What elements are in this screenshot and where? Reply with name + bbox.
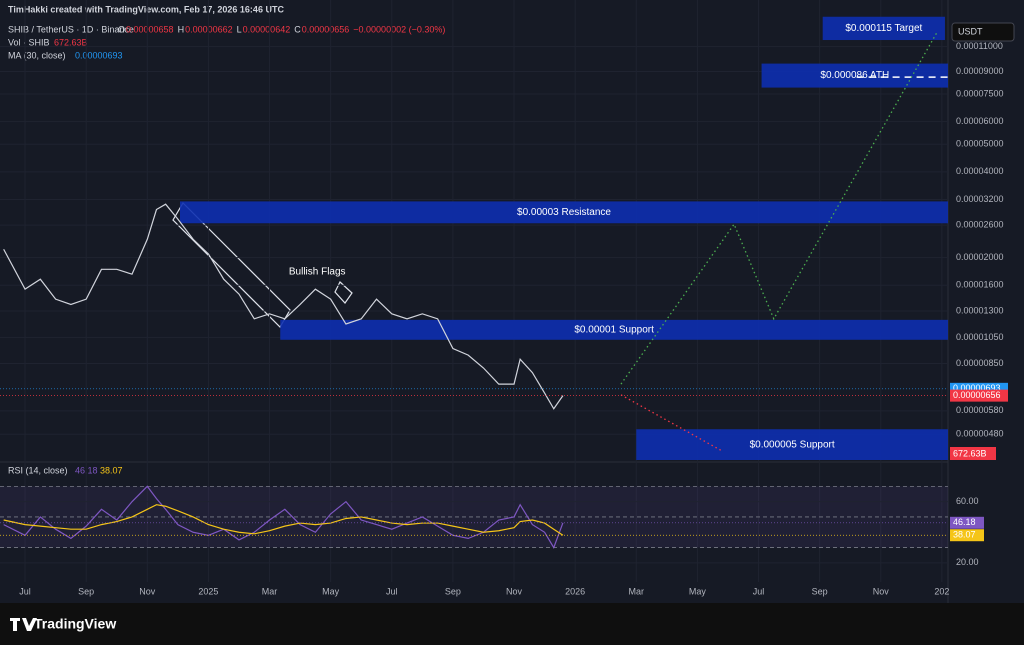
y-tick-label: 0.00000480 — [956, 429, 1004, 439]
volume-label: Vol · SHIB — [8, 37, 50, 47]
y-tick-label: 0.00011000 — [956, 41, 1003, 51]
footer-bar — [0, 603, 1024, 645]
x-tick-label: 2025 — [198, 586, 218, 596]
flag-channel — [334, 281, 353, 304]
zone — [636, 429, 948, 460]
price-badge-label: 46.18 — [953, 517, 976, 527]
price-badge — [950, 389, 1008, 402]
y-tick-label: 0.00000580 — [956, 405, 1004, 415]
x-tick-label: Nov — [139, 586, 156, 596]
y-tick-label: 60.00 — [956, 496, 979, 506]
y-tick-label: 0.00004000 — [956, 166, 1004, 176]
unit-badge — [951, 22, 1015, 42]
credit: TimHakki created with TradingView.com, F… — [8, 4, 284, 14]
y-tick-label: 0.00007500 — [956, 88, 1004, 98]
background — [0, 0, 1024, 603]
y-tick-label: 0.00001600 — [956, 280, 1004, 290]
y-tick-label: 0.00002600 — [956, 220, 1004, 230]
zone-label: $0.000115 Target — [845, 23, 922, 34]
price-badge — [950, 516, 984, 529]
series-line — [3, 203, 564, 410]
volume-badge-label: 672.63B — [953, 448, 987, 458]
y-tick-label: 0.00006000 — [956, 116, 1004, 126]
price-badge-label: 38.07 — [953, 530, 976, 540]
ohlc-value: 0.00000656 — [302, 24, 350, 34]
y-tick-label: 0.00005000 — [956, 139, 1004, 149]
x-tick-label: Nov — [506, 586, 523, 596]
x-tick-label: Jul — [19, 586, 31, 596]
zone — [822, 16, 945, 41]
zone — [761, 63, 948, 88]
x-tick-label: Mar — [629, 586, 645, 596]
x-tick-label: Nov — [873, 586, 890, 596]
ohlc-key: L — [237, 24, 242, 34]
rsi-label: RSI (14, close) — [8, 465, 68, 475]
y-tick-label: 0.00000850 — [956, 358, 1004, 368]
flag-channel — [172, 202, 291, 328]
rsi-band — [0, 486, 948, 548]
ohlc-change: −0.00000002 (−0.30%) — [353, 24, 445, 34]
x-tick-label: 2026 — [565, 586, 585, 596]
volume-badge — [950, 447, 996, 460]
ohlc-key: O — [118, 24, 125, 34]
x-tick-label: Jul — [753, 586, 765, 596]
projection — [620, 394, 723, 452]
zone — [180, 201, 948, 224]
x-tick-label: Jul — [386, 586, 398, 596]
y-tick-label: 0.00002000 — [956, 252, 1004, 262]
zone-label: $0.000086 ATH — [820, 70, 889, 81]
price-badge — [950, 529, 984, 542]
projection — [620, 31, 938, 385]
ohlc-value: 0.00000642 — [243, 24, 291, 34]
ohlc-key: H — [178, 24, 185, 34]
price-badge-label: 0.00000656 — [953, 390, 1001, 400]
y-tick-label: 0.00009000 — [956, 66, 1004, 76]
x-tick-label: 202 — [934, 586, 949, 596]
x-tick-label: Sep — [78, 586, 94, 596]
x-tick-label: May — [689, 586, 707, 596]
annotation: Bullish Flags — [289, 267, 346, 278]
volume-value: 672.63B — [54, 37, 88, 47]
symbol: SHIB / TetherUS · 1D · Binance — [8, 24, 134, 34]
unit-label: USDT — [958, 26, 983, 36]
ohlc-value: 0.00000658 — [126, 24, 174, 34]
logo-text: TradingView — [34, 616, 116, 632]
y-tick-label: 0.00001300 — [956, 305, 1004, 315]
series-line — [3, 485, 564, 549]
ohlc-key: C — [294, 24, 301, 34]
zone-label: $0.00001 Support — [574, 324, 654, 335]
pane: 46.18 38.07 — [0, 485, 984, 564]
x-tick-label: Sep — [445, 586, 461, 596]
x-tick-label: May — [322, 586, 340, 596]
x-tick-label: Sep — [812, 586, 828, 596]
rsi-ma-value: 38.07 — [100, 465, 123, 475]
ma-label: MA (30, close) — [8, 50, 66, 60]
y-tick-label: 0.00001050 — [956, 332, 1004, 342]
y-tick-label: 0.00003200 — [956, 194, 1004, 204]
zone-label: $0.00003 Resistance — [517, 207, 611, 218]
price-badge-label: 0.00000693 — [953, 383, 1001, 393]
pane: $0.000115 Target $0.000086 ATH $0.00003 Re… — [0, 0, 1008, 582]
zone — [280, 319, 948, 340]
y-tick-label: 20.00 — [956, 557, 979, 567]
series-line — [3, 504, 564, 536]
zone-label: $0.000005 Support — [750, 439, 835, 450]
logo-mark — [10, 618, 37, 631]
x-tick-label: Mar — [262, 586, 278, 596]
ma-value: 0.00000693 — [75, 50, 123, 60]
logo — [10, 618, 37, 631]
